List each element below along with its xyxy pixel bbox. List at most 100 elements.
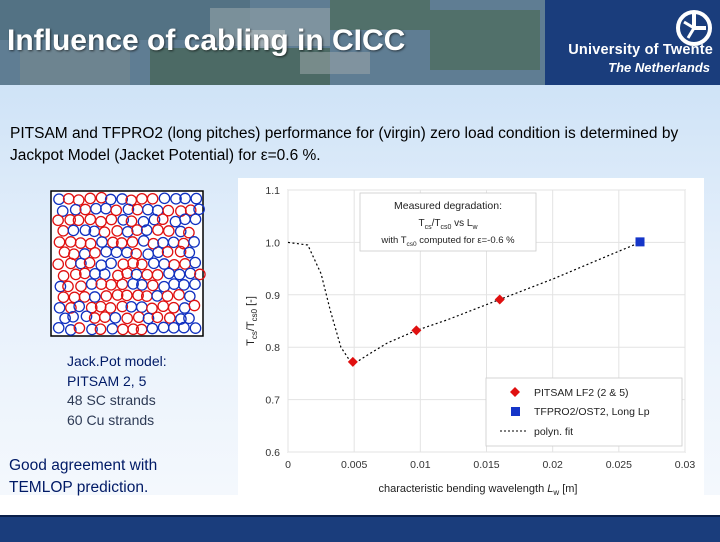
tick-labels: 0 0.005 0.01 0.015 0.02 0.025 0.03 0.6 0.7 0.8 0.9…	[265, 185, 695, 471]
degradation-chart: 0 0.005 0.01 0.015 0.02 0.025 0.03 0.6 0.7 0.8 0.9…	[238, 178, 704, 498]
sc-strand	[175, 313, 187, 325]
university-name: University of Twente	[568, 42, 713, 58]
slide-title: Influence of cabling in CICC	[7, 24, 406, 57]
sc-strand	[53, 301, 66, 314]
sc-strand	[59, 312, 71, 325]
sc-strand	[178, 279, 190, 291]
footer-bar	[0, 515, 720, 542]
x-tick-label: 0.01	[410, 459, 431, 471]
cu-strand	[116, 300, 129, 313]
model-caption-line: 60 Cu strands	[67, 411, 155, 428]
annotation-line-1: Measured degradation:	[394, 200, 502, 212]
model-caption-line: Jack.Pot model:	[67, 353, 167, 369]
cu-strand	[188, 299, 201, 312]
conclusion-text: Good agreement with TEMLOP prediction.	[9, 455, 209, 499]
cu-strand	[52, 258, 65, 271]
sc-strand	[75, 257, 87, 270]
cu-strand	[107, 236, 119, 249]
cu-strand	[127, 257, 139, 269]
sc-strand	[73, 300, 86, 313]
sc-strand	[183, 290, 196, 303]
sc-strand	[183, 246, 196, 259]
annotation-line-3: with Tcs0 computed for ε=-0.6 %	[380, 235, 515, 248]
cu-strand	[75, 280, 87, 293]
sc-strand	[170, 192, 182, 205]
sc-strand	[86, 323, 98, 336]
sc-strand	[116, 193, 129, 205]
sc-strand	[56, 205, 69, 217]
cu-strand	[85, 301, 98, 314]
cu-strand	[121, 267, 133, 280]
legend-marker-pitsam	[510, 387, 520, 397]
model-caption-line: 48 SC strands	[67, 392, 156, 408]
cu-strand	[57, 291, 70, 304]
sc-strand	[189, 322, 202, 334]
cu-strand	[151, 311, 164, 324]
sc-strand	[64, 324, 77, 336]
cu-strand	[69, 268, 82, 281]
cu-strand	[194, 268, 206, 281]
cu-strand	[84, 237, 97, 250]
y-tick-label: 0.7	[265, 395, 280, 407]
x-tick-label: 0.005	[341, 459, 367, 471]
cu-strand	[65, 302, 77, 314]
sc-strand	[142, 312, 155, 325]
header-banner: Influence of cabling in CICC University …	[0, 0, 720, 85]
sc-strand	[122, 203, 135, 216]
cu-strand	[184, 204, 197, 217]
cu-strand	[111, 289, 124, 301]
data-markers	[347, 237, 645, 367]
cu-strand	[131, 224, 143, 236]
x-tick-label: 0	[285, 459, 291, 471]
cu-strand	[105, 278, 117, 291]
cu-strand	[162, 225, 175, 237]
cu-strand	[132, 289, 144, 302]
data-point-pitsam	[411, 325, 422, 336]
y-tick-label: 0.8	[265, 342, 280, 354]
legend-label-tfpro2: TFPRO2/OST2, Long Lp	[534, 406, 650, 418]
cu-strand	[136, 258, 148, 271]
sc-strand	[190, 192, 203, 205]
legend-marker-tfpro2	[511, 407, 520, 416]
cu-strand	[161, 246, 174, 258]
sc-strand	[89, 267, 101, 280]
cu-strand	[146, 302, 158, 315]
cu-strand	[163, 312, 176, 324]
sc-strand	[121, 246, 133, 259]
fit-curve	[287, 241, 641, 363]
cu-strand	[62, 280, 74, 293]
sc-strand	[178, 321, 190, 334]
cu-strand	[120, 289, 133, 302]
sc-strand	[54, 280, 67, 293]
cu-strand	[174, 245, 187, 258]
cu-strand	[161, 290, 174, 302]
data-point-pitsam	[347, 356, 358, 367]
sc-strand	[121, 225, 134, 238]
sc-strand	[105, 257, 117, 270]
cu-strand	[146, 192, 159, 205]
sc-strand	[146, 322, 159, 335]
sc-strand	[184, 267, 197, 280]
cu-strand	[162, 204, 175, 217]
sc-strand	[158, 192, 171, 205]
sc-strand	[67, 224, 80, 237]
sc-strand	[104, 193, 117, 206]
cu-strand	[146, 279, 159, 292]
sc-strand	[148, 213, 161, 226]
cu-strand	[151, 269, 164, 281]
sc-strand	[53, 193, 65, 206]
legend-label-fit: polyn. fit	[534, 426, 573, 438]
y-tick-label: 1.0	[265, 237, 280, 249]
sc-strand	[189, 213, 202, 226]
cu-strand	[53, 236, 66, 248]
cu-strand	[95, 191, 108, 204]
sc-strand	[80, 310, 93, 323]
cu-strand	[125, 215, 138, 228]
sc-strand	[117, 214, 130, 226]
x-tick-label: 0.02	[542, 459, 563, 471]
cu-strand	[104, 302, 117, 314]
x-tick-label: 0.025	[606, 459, 632, 471]
y-axis-label: Tcs/Tcs0 [-]	[245, 296, 259, 346]
cu-strand	[57, 270, 70, 282]
cu-strand	[127, 323, 140, 336]
